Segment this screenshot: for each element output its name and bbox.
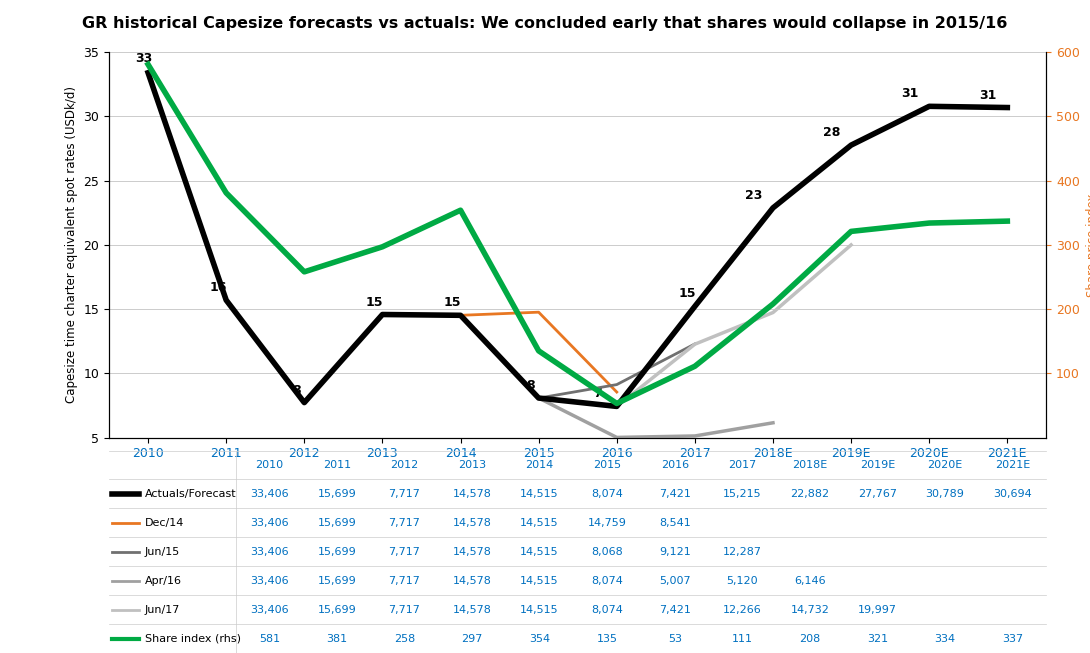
- Text: 22,882: 22,882: [790, 489, 829, 499]
- Text: 14,578: 14,578: [452, 576, 492, 586]
- Text: 2016: 2016: [661, 460, 689, 470]
- Text: 8,074: 8,074: [591, 489, 623, 499]
- Text: 7,717: 7,717: [388, 547, 421, 557]
- Text: 33,406: 33,406: [250, 547, 289, 557]
- Text: 33,406: 33,406: [250, 576, 289, 586]
- Text: 7,421: 7,421: [658, 489, 691, 499]
- Text: 14,578: 14,578: [452, 518, 492, 528]
- Text: 7,717: 7,717: [388, 576, 421, 586]
- Text: 8,541: 8,541: [658, 518, 691, 528]
- Text: 30,694: 30,694: [993, 489, 1032, 499]
- Text: 2012: 2012: [390, 460, 419, 470]
- Text: 15: 15: [678, 287, 695, 300]
- Text: 15,699: 15,699: [317, 489, 356, 499]
- Text: 31: 31: [901, 88, 919, 101]
- Text: 2018E: 2018E: [792, 460, 827, 470]
- Text: 15,699: 15,699: [317, 547, 356, 557]
- Text: 8,074: 8,074: [591, 576, 623, 586]
- Y-axis label: Share price index: Share price index: [1086, 193, 1090, 296]
- Text: 14,515: 14,515: [520, 489, 559, 499]
- Text: Share index (rhs): Share index (rhs): [145, 633, 241, 644]
- Text: 7,717: 7,717: [388, 605, 421, 614]
- Text: 23: 23: [744, 189, 762, 202]
- Y-axis label: Capesize time charter equivalent spot rates (USDk/d): Capesize time charter equivalent spot ra…: [64, 86, 77, 404]
- Text: 8,068: 8,068: [591, 547, 623, 557]
- Text: 6,146: 6,146: [795, 576, 826, 586]
- Text: 16: 16: [209, 281, 227, 294]
- Text: 8,074: 8,074: [591, 605, 623, 614]
- Text: 12,287: 12,287: [723, 547, 762, 557]
- Text: 14,759: 14,759: [588, 518, 627, 528]
- Text: 2017: 2017: [728, 460, 756, 470]
- Text: 9,121: 9,121: [658, 547, 691, 557]
- Text: 2010: 2010: [255, 460, 283, 470]
- Text: 12,266: 12,266: [723, 605, 762, 614]
- Text: 27,767: 27,767: [858, 489, 897, 499]
- Text: 337: 337: [1002, 633, 1024, 644]
- Text: Dec/14: Dec/14: [145, 518, 184, 528]
- Text: Actuals/Forecast: Actuals/Forecast: [145, 489, 237, 499]
- Text: 354: 354: [529, 633, 550, 644]
- Text: 33,406: 33,406: [250, 489, 289, 499]
- Text: 28: 28: [823, 126, 840, 139]
- Text: 14,515: 14,515: [520, 547, 559, 557]
- Text: 381: 381: [326, 633, 348, 644]
- Text: 581: 581: [258, 633, 280, 644]
- Text: 5,120: 5,120: [727, 576, 759, 586]
- Text: 14,732: 14,732: [790, 605, 829, 614]
- Text: 8: 8: [526, 379, 535, 392]
- Text: Jun/17: Jun/17: [145, 605, 180, 614]
- Text: 7,421: 7,421: [658, 605, 691, 614]
- Text: 2011: 2011: [323, 460, 351, 470]
- Text: 7: 7: [593, 387, 602, 400]
- Text: 14,578: 14,578: [452, 489, 492, 499]
- Text: 2014: 2014: [525, 460, 554, 470]
- Text: 2021E: 2021E: [995, 460, 1030, 470]
- Text: 15,699: 15,699: [317, 605, 356, 614]
- Text: 321: 321: [867, 633, 888, 644]
- Text: 15,699: 15,699: [317, 518, 356, 528]
- Text: 258: 258: [393, 633, 415, 644]
- Text: 334: 334: [934, 633, 956, 644]
- Text: 2013: 2013: [458, 460, 486, 470]
- Text: 14,515: 14,515: [520, 605, 559, 614]
- Text: 15: 15: [444, 296, 461, 310]
- Text: 5,007: 5,007: [659, 576, 691, 586]
- Text: 7,717: 7,717: [388, 518, 421, 528]
- Text: 53: 53: [668, 633, 681, 644]
- Text: 208: 208: [799, 633, 821, 644]
- Text: 2015: 2015: [593, 460, 621, 470]
- Text: 15: 15: [366, 296, 384, 308]
- Text: 8: 8: [292, 383, 301, 396]
- Text: 7,717: 7,717: [388, 489, 421, 499]
- Text: 33,406: 33,406: [250, 518, 289, 528]
- Text: 111: 111: [731, 633, 753, 644]
- Text: 14,515: 14,515: [520, 518, 559, 528]
- Text: 2019E: 2019E: [860, 460, 895, 470]
- Text: 33,406: 33,406: [250, 605, 289, 614]
- Text: 14,515: 14,515: [520, 576, 559, 586]
- Text: 297: 297: [461, 633, 483, 644]
- Text: 14,578: 14,578: [452, 605, 492, 614]
- Text: GR historical Capesize forecasts vs actuals: We concluded early that shares woul: GR historical Capesize forecasts vs actu…: [83, 16, 1007, 31]
- Text: 14,578: 14,578: [452, 547, 492, 557]
- Text: 135: 135: [596, 633, 618, 644]
- Text: Apr/16: Apr/16: [145, 576, 182, 586]
- Text: 30,789: 30,789: [925, 489, 965, 499]
- Text: 2020E: 2020E: [928, 460, 962, 470]
- Text: 19,997: 19,997: [858, 605, 897, 614]
- Text: 15,215: 15,215: [723, 489, 762, 499]
- Text: 15,699: 15,699: [317, 576, 356, 586]
- Text: Jun/15: Jun/15: [145, 547, 180, 557]
- Text: 33: 33: [135, 52, 153, 65]
- Text: 31: 31: [979, 89, 996, 102]
